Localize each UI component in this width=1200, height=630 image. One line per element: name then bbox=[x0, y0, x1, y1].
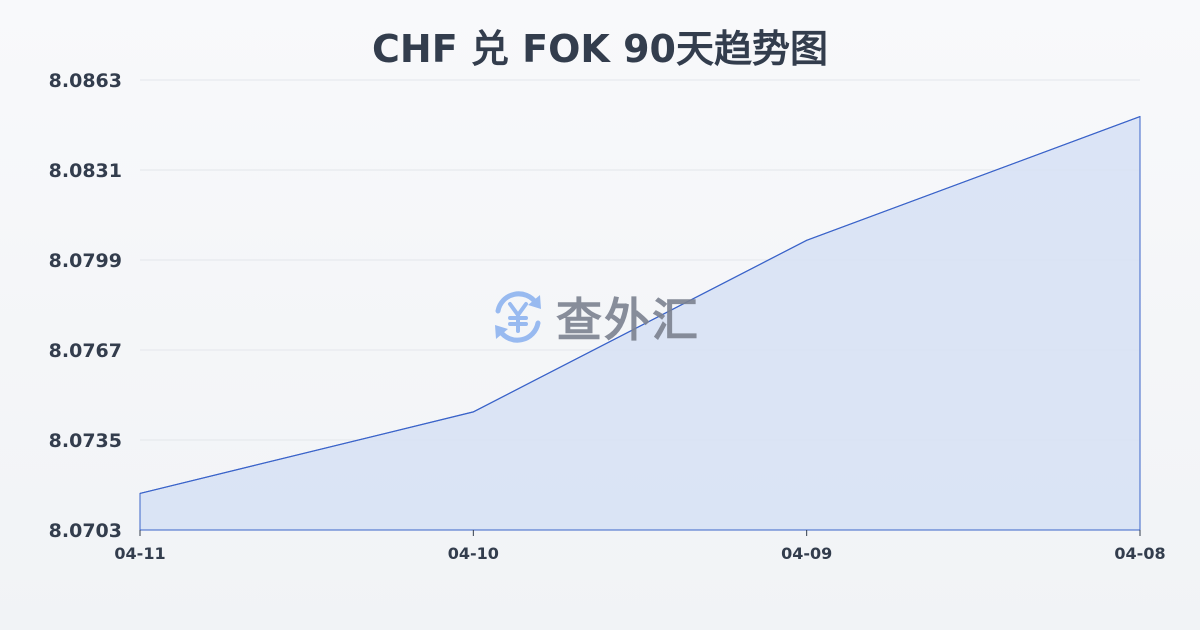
x-tick-label: 04-09 bbox=[781, 544, 832, 563]
y-tick-label: 8.0799 bbox=[49, 250, 122, 272]
x-tick-label: 04-10 bbox=[448, 544, 499, 563]
data-point bbox=[472, 411, 474, 413]
y-tick-label: 8.0831 bbox=[49, 160, 122, 182]
data-point bbox=[139, 492, 141, 494]
data-point bbox=[806, 239, 808, 241]
series-line bbox=[139, 116, 1141, 495]
yen-exchange-icon bbox=[495, 291, 541, 343]
y-tick-label: 8.0767 bbox=[49, 340, 122, 362]
chart-title: CHF 兑 FOK 90天趋势图 bbox=[372, 27, 828, 71]
y-tick-label: 8.0703 bbox=[49, 520, 122, 542]
watermark-text: 查外汇 bbox=[556, 293, 700, 347]
x-tick-label: 04-08 bbox=[1114, 544, 1165, 563]
y-tick-label: 8.0735 bbox=[49, 430, 122, 452]
data-point bbox=[1139, 116, 1141, 118]
x-tick-label: 04-11 bbox=[114, 544, 165, 563]
y-tick-label: 8.0863 bbox=[49, 70, 122, 92]
watermark-logo: 查外汇 bbox=[488, 284, 700, 350]
